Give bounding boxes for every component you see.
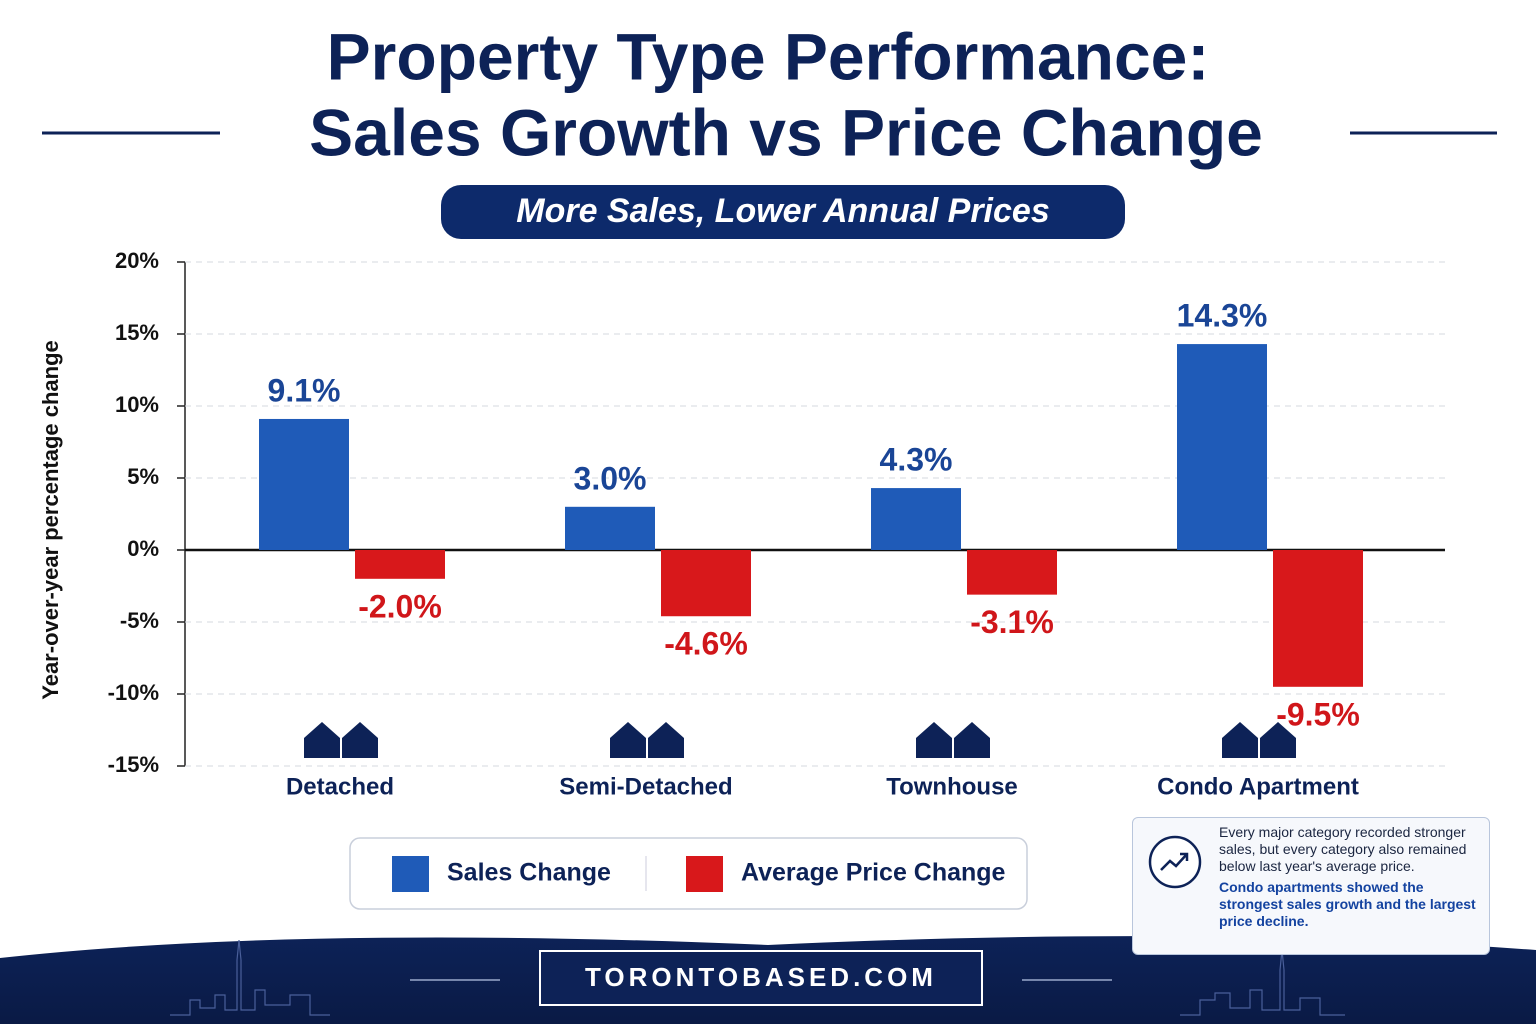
- bar: [259, 418, 349, 550]
- y-tick-label: 5%: [127, 464, 159, 489]
- footer-text: TORONTOBASED.COM: [585, 962, 937, 992]
- y-tick-label: -15%: [108, 752, 159, 777]
- value-label: -4.6%: [664, 626, 748, 662]
- legend-label: Average Price Change: [741, 859, 1006, 887]
- y-tick-label: 20%: [115, 248, 159, 273]
- bar: [355, 550, 445, 579]
- y-tick-label: 15%: [115, 320, 159, 345]
- footer-box: [539, 950, 983, 1006]
- legend-swatch: [392, 856, 429, 892]
- x-tick-label: Detached: [286, 773, 394, 800]
- note-box: Every major category recorded stronger s…: [1132, 817, 1490, 955]
- category-icon: [304, 722, 378, 758]
- note-icon: [1148, 835, 1202, 889]
- bar: [967, 550, 1057, 595]
- category-icon: [610, 722, 684, 758]
- bar: [1177, 344, 1267, 550]
- bar: [661, 550, 751, 617]
- skyline: [1180, 949, 1345, 1016]
- y-tick-label: 10%: [115, 392, 159, 417]
- legend-label: Sales Change: [447, 859, 611, 887]
- value-label: -3.1%: [970, 604, 1054, 640]
- value-label: 4.3%: [880, 442, 953, 478]
- x-tick-label: Townhouse: [886, 773, 1018, 800]
- note-highlight: Condo apartments showed the strongest sa…: [1219, 879, 1476, 929]
- category-icon: [916, 722, 990, 758]
- value-label: -9.5%: [1276, 696, 1360, 732]
- value-label: 14.3%: [1177, 298, 1268, 334]
- value-label: 9.1%: [268, 372, 341, 408]
- y-tick-label: 0%: [127, 536, 159, 561]
- legend-swatch: [686, 856, 723, 892]
- subtitle: More Sales, Lower Annual Prices: [516, 192, 1049, 230]
- skyline: [170, 939, 330, 1016]
- bar: [871, 488, 961, 550]
- subtitle-pill: [441, 185, 1125, 239]
- title-line: Sales Growth vs Price Change: [309, 95, 1263, 169]
- category-icon: [1222, 722, 1296, 758]
- note-text: Every major category recorded stronger s…: [1219, 824, 1467, 874]
- x-tick-label: Condo Apartment: [1157, 773, 1359, 800]
- bar: [1273, 550, 1363, 687]
- y-axis-label: Year-over-year percentage change: [38, 340, 63, 700]
- x-tick-label: Semi-Detached: [559, 773, 732, 800]
- value-label: 3.0%: [574, 460, 647, 496]
- bar: [565, 506, 655, 550]
- value-label: -2.0%: [358, 588, 442, 624]
- title-line: Property Type Performance:: [327, 19, 1210, 93]
- y-tick-label: -10%: [108, 680, 159, 705]
- y-tick-label: -5%: [120, 608, 159, 633]
